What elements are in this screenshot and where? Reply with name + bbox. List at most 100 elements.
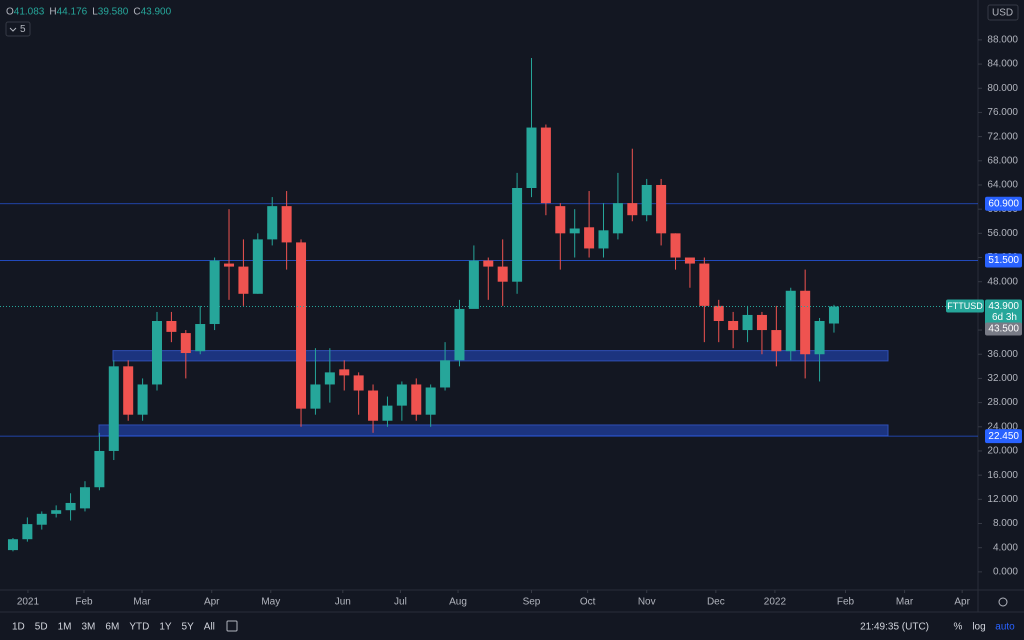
candle-body [742,314,753,331]
candle-body [584,227,595,249]
candle-body [828,306,839,324]
y-tick-label: 12.000 [987,494,1018,505]
candle-body [238,266,249,294]
ohlc-value: 41.083 [14,7,45,18]
range-button[interactable]: All [204,622,215,633]
range-button[interactable]: YTD [129,622,149,633]
y-tick-label: 4.000 [993,542,1018,553]
candle-body [22,524,33,540]
candle-body [684,257,695,264]
candle-body [353,375,364,391]
y-tick-label: 8.000 [993,518,1018,529]
range-button[interactable]: 1Y [159,622,172,633]
y-tick-label: 88.000 [987,35,1018,46]
currency-button[interactable] [987,4,1019,21]
settings-icon[interactable] [998,597,1008,607]
x-tick-label: Nov [638,597,656,608]
candle-body [670,233,681,258]
candle-body [310,384,321,409]
y-tick-label: 64.000 [987,180,1018,191]
candle-body [454,308,465,361]
candle-body [699,263,710,306]
x-tick-label: Oct [580,597,596,608]
level-label-box [985,196,1022,211]
scale-option[interactable]: log [972,622,985,633]
candle-body [396,384,407,406]
candle-body [281,206,292,243]
scale-option[interactable]: auto [995,622,1015,633]
candle-body [497,266,508,282]
y-tick-label: 68.000 [987,155,1018,166]
x-tick-label: Apr [954,597,970,608]
level-label: 51.500 [988,255,1019,266]
candle-body [79,487,90,509]
ohlc-value: 39.580 [98,7,129,18]
y-tick-label: 24.000 [987,421,1018,432]
x-tick-label: Feb [75,597,93,608]
y-tick-label: 20.000 [987,446,1018,457]
y-tick-label: 80.000 [987,83,1018,94]
ohlc-key: L [92,7,98,18]
candle-body [252,239,263,294]
candle-body [728,320,739,331]
x-tick-label: Jun [335,597,351,608]
indicators-count: 5 [20,24,26,35]
candle-body [65,502,76,511]
second-price-label: 43.500 [988,324,1019,335]
x-tick-label: Mar [133,597,151,608]
candle-body [324,372,335,385]
support-zone [112,350,889,362]
candle-body [713,305,724,321]
candle-body [526,127,537,189]
y-tick-label: 56.000 [987,228,1018,239]
level-label-box [985,253,1022,268]
last-price-box [985,299,1022,326]
range-button[interactable]: 3M [82,622,96,633]
level-label: 60.900 [988,198,1019,209]
candle-body [656,184,667,234]
y-tick-label: 76.000 [987,107,1018,118]
date-range-icon[interactable] [226,620,238,632]
x-tick-label: Apr [204,597,220,608]
candle-body [7,539,18,551]
ohlc-value: 43.900 [141,7,172,18]
candle-body [512,188,523,282]
candle-body [569,228,580,234]
ohlc-key: O [6,7,14,18]
countdown: 6d 3h [992,312,1017,323]
currency-label: USD [992,8,1013,19]
range-button[interactable]: 5D [35,622,48,633]
support-zone [98,424,889,437]
ohlc-key: H [49,7,56,18]
candle-body [224,263,235,267]
range-button[interactable]: 5Y [182,622,195,633]
level-label: 22.450 [988,431,1019,442]
candle-body [440,360,451,388]
candle-body [209,260,220,325]
candle-body [785,290,796,352]
candle-body [425,387,436,415]
x-tick-label: Feb [837,597,855,608]
scale-option[interactable]: % [954,622,963,633]
candle-body [468,260,479,309]
candle-body [195,324,206,352]
y-tick-label: 0.000 [993,567,1018,578]
candle-body [151,320,162,385]
indicators-toggle[interactable] [5,21,31,37]
range-button[interactable]: 1M [58,622,72,633]
candle-body [627,203,638,216]
x-tick-label: Dec [707,597,725,608]
candle-body [382,405,393,421]
y-tick-label: 36.000 [987,349,1018,360]
range-button[interactable]: 1D [12,622,25,633]
candle-body [555,206,566,234]
ohlc-key: C [133,7,140,18]
range-button[interactable]: 6M [105,622,119,633]
y-tick-label: 32.000 [987,373,1018,384]
y-tick-label: 28.000 [987,397,1018,408]
candle-body [296,242,307,409]
ohlc-value: 44.176 [57,7,88,18]
candle-body [771,330,782,352]
chevron-icon [9,27,17,32]
